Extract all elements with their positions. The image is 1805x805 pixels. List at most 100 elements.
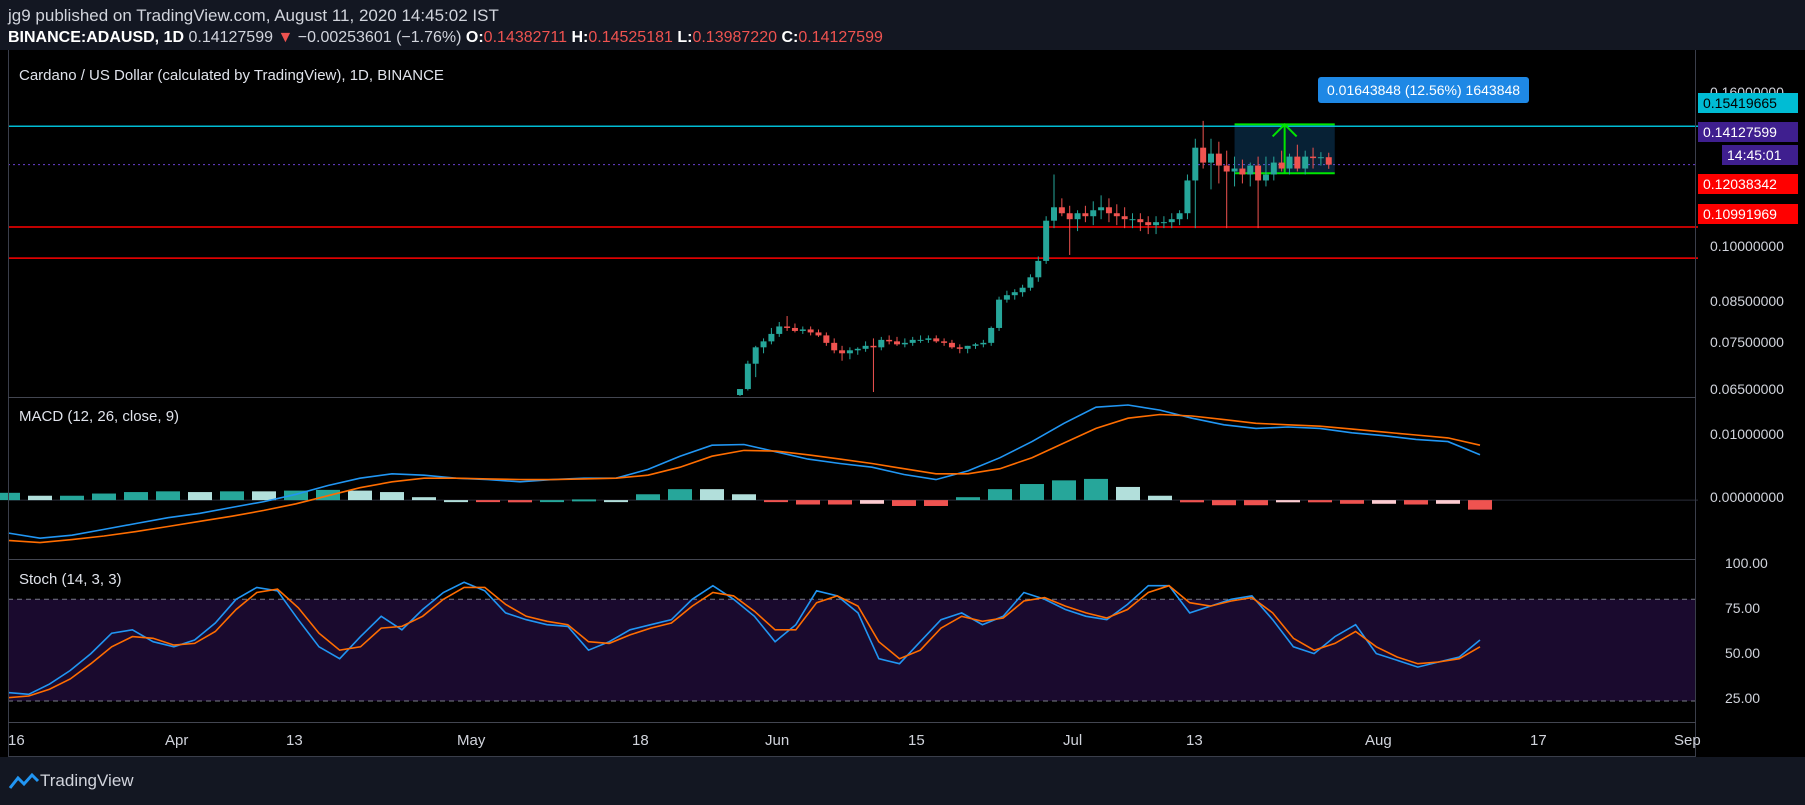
macd-histogram-bar xyxy=(1020,484,1044,501)
pane-separator-macd[interactable] xyxy=(8,397,1696,398)
macd-signal-line xyxy=(7,413,1481,544)
candle-body xyxy=(1043,220,1050,261)
macd-histogram-bar xyxy=(604,500,628,503)
candle-body xyxy=(760,341,767,348)
candle-body xyxy=(1051,207,1057,221)
macd-histogram-bar xyxy=(636,494,660,501)
high-value: 0.14525181 xyxy=(588,29,673,46)
time-axis-separator xyxy=(8,722,1696,723)
candle-body xyxy=(1310,156,1317,159)
macd-histogram-bar xyxy=(348,490,372,501)
pane-separator-stoch[interactable] xyxy=(8,559,1696,560)
candle-body xyxy=(1325,157,1332,165)
stoch-tick: 100.00 xyxy=(1725,555,1768,571)
macd-histogram-bar xyxy=(732,494,756,501)
candle-body xyxy=(1255,165,1262,181)
candle-body xyxy=(1121,216,1128,220)
brand-name[interactable]: TradingView xyxy=(40,771,134,790)
stoch-tick: 25.00 xyxy=(1725,690,1761,706)
macd-histogram-bar xyxy=(892,500,916,506)
candle-body xyxy=(894,341,900,345)
symbol-label[interactable]: BINANCE:ADAUSD, 1D xyxy=(8,29,185,46)
plot-frame xyxy=(8,50,1696,757)
macd-histogram-bar xyxy=(1244,500,1268,506)
candle-body xyxy=(1113,213,1120,217)
candle-body xyxy=(1090,210,1097,217)
macd-histogram-bar xyxy=(540,500,564,503)
macd-histogram-bar xyxy=(156,491,180,501)
candle-body xyxy=(1223,165,1230,172)
macd-histogram-bar xyxy=(924,500,948,506)
main-pane-title: Cardano / US Dollar (calculated by Tradi… xyxy=(19,67,444,84)
macd-histogram-bar xyxy=(796,500,820,505)
candle-body xyxy=(1231,168,1238,172)
change-value: −0.00253601 (−1.76%) xyxy=(297,29,462,46)
macd-histogram-bar xyxy=(956,497,980,501)
candle-body xyxy=(744,363,751,390)
candle-body xyxy=(1098,207,1105,211)
candle-body xyxy=(784,326,791,328)
macd-histogram-bar xyxy=(572,499,596,502)
candle-body xyxy=(980,342,987,345)
macd-line xyxy=(7,404,1481,540)
ohlc-line: BINANCE:ADAUSD, 1D 0.14127599 ▼ −0.00253… xyxy=(8,29,883,47)
candle-body xyxy=(768,333,775,342)
candle-body xyxy=(988,327,995,343)
macd-histogram-bar xyxy=(1468,500,1492,510)
stoch-tick: 75.00 xyxy=(1725,600,1761,616)
low-value: 0.13987220 xyxy=(692,29,777,46)
measure-arrow-head xyxy=(1271,123,1298,138)
candle-body xyxy=(917,339,924,341)
time-tick: Jul xyxy=(1063,732,1083,749)
candle-body xyxy=(1129,219,1136,221)
red-level-tag-2: 0.10991969 xyxy=(1698,204,1798,224)
candle-body xyxy=(752,347,759,364)
time-tick: 18 xyxy=(632,732,649,749)
candle-body xyxy=(1176,213,1183,220)
price-tick: 0.10000000 xyxy=(1710,238,1784,254)
macd-histogram-bar xyxy=(92,493,116,501)
countdown-tag: 14:45:01 xyxy=(1722,145,1798,165)
macd-histogram-bar xyxy=(508,500,532,503)
tradingview-logo-icon xyxy=(8,772,40,789)
macd-histogram-bar xyxy=(476,500,500,503)
price-scale[interactable] xyxy=(1698,50,1805,757)
macd-histogram-bar xyxy=(1436,500,1460,504)
candle-body xyxy=(1294,156,1301,169)
candle-body xyxy=(933,338,940,342)
candle-body xyxy=(799,329,806,331)
time-tick: 13 xyxy=(1186,732,1203,749)
macd-histogram-bar xyxy=(1084,478,1108,501)
macd-histogram-bar xyxy=(1052,480,1076,501)
time-tick: Sep xyxy=(1674,732,1701,749)
candle-body xyxy=(996,299,1003,328)
candle-body xyxy=(1239,168,1246,175)
candle-body xyxy=(791,327,798,331)
macd-histogram-bar xyxy=(1180,500,1204,503)
macd-histogram-bar xyxy=(1308,500,1332,503)
measure-label: 0.01643848 (12.56%) 1643848 xyxy=(1318,77,1530,103)
footer: TradingView xyxy=(0,757,1805,805)
macd-histogram-bar xyxy=(252,491,276,501)
close-label: C: xyxy=(781,29,799,46)
macd-histogram-bar xyxy=(828,500,852,505)
time-tick: 16 xyxy=(8,732,25,749)
stoch-d-line xyxy=(7,584,1481,699)
candle-body xyxy=(909,339,916,343)
macd-tick: 0.01000000 xyxy=(1710,426,1784,442)
macd-histogram-bar xyxy=(1340,500,1364,504)
open-value: 0.14382711 xyxy=(483,29,568,46)
macd-histogram-bar xyxy=(28,495,52,501)
candle-body xyxy=(1066,213,1073,220)
candle-body xyxy=(1035,260,1042,278)
candle-body xyxy=(1082,213,1089,217)
macd-histogram-bar xyxy=(220,491,244,501)
candle-body xyxy=(1027,277,1034,288)
candle-body xyxy=(1215,153,1222,166)
candle-body xyxy=(776,326,783,334)
time-tick: 17 xyxy=(1530,732,1547,749)
macd-histogram-bar xyxy=(444,500,468,503)
high-label: H: xyxy=(571,29,589,46)
candle-body xyxy=(972,344,979,346)
